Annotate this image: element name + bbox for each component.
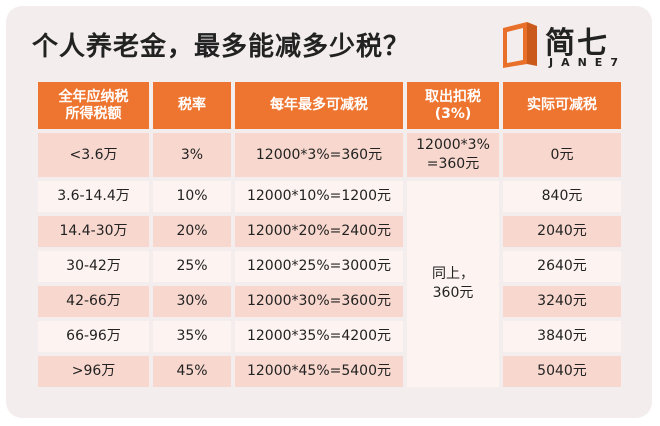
header-income-line1: 全年应纳税 [58,88,129,105]
cell-actual: 5040元 [503,356,621,387]
cell-rate: 45% [153,356,231,387]
cell-max: 12000*25%=3000元 [235,251,403,282]
cell-max: 12000*35%=4200元 [235,321,403,352]
cell-actual: 2640元 [503,251,621,282]
cell-actual: 3840元 [503,321,621,352]
cell-withdraw-merged: 同上， 360元 [407,181,499,387]
cell-income: 14.4-30万 [38,216,149,247]
header-income: 全年应纳税 所得税额 [38,82,149,129]
cell-actual: 0元 [503,133,621,177]
withdraw-first-line2: =360元 [426,156,480,172]
brand-name-cn: 简七 [545,26,609,61]
cell-income: 66-96万 [38,321,149,352]
cell-rate: 3% [153,133,231,177]
cell-max: 12000*45%=5400元 [235,356,403,387]
withdraw-rest-line2: 360元 [432,285,474,301]
header-actual: 实际可减税 [503,82,621,129]
cell-rate: 20% [153,216,231,247]
header-rate: 税率 [153,82,231,129]
cell-rate: 25% [153,251,231,282]
cell-actual: 2040元 [503,216,621,247]
cell-income: 3.6-14.4万 [38,181,149,212]
cell-income: >96万 [38,356,149,387]
cell-max: 12000*30%=3600元 [235,286,403,317]
cell-actual: 3240元 [503,286,621,317]
header-withdraw: 取出扣税 (3%) [407,82,499,129]
cell-income: <3.6万 [38,133,149,177]
cell-rate: 10% [153,181,231,212]
cell-actual: 840元 [503,181,621,212]
cell-max: 12000*10%=1200元 [235,181,403,212]
withdraw-rest-line1: 同上， [432,266,474,282]
cell-income: 30-42万 [38,251,149,282]
withdraw-first-line1: 12000*3% [416,137,490,153]
header-withdraw-line2: (3%) [434,105,472,122]
brand-logo: 简七 JANE7 [497,14,635,74]
cell-rate: 30% [153,286,231,317]
cell-max: 12000*20%=2400元 [235,216,403,247]
cell-withdraw-first: 12000*3% =360元 [407,133,499,177]
cell-max: 12000*3%=360元 [235,133,403,177]
header-withdraw-line1: 取出扣税 [425,88,481,105]
cell-income: 42-66万 [38,286,149,317]
brand-mark-icon [503,22,537,68]
brand-name-en: JANE7 [549,56,626,69]
cell-rate: 35% [153,321,231,352]
header-income-line2: 所得税额 [65,105,122,122]
page-title: 个人养老金，最多能减多少税？ [32,32,411,62]
header-max: 每年最多可减税 [235,82,403,129]
